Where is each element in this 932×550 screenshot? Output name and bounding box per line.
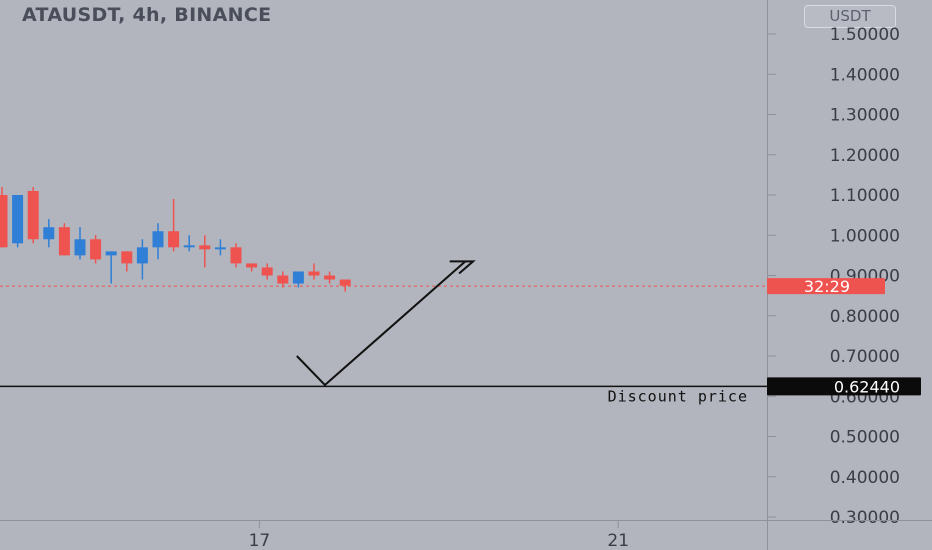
candle-body: [199, 245, 211, 250]
price-tick-label: 1.40000: [830, 65, 900, 85]
candle-body: [230, 247, 242, 264]
chart-title: ATAUSDT, 4h, BINANCE: [22, 4, 272, 26]
arrow-head: [449, 260, 476, 275]
candle: [277, 271, 289, 288]
candle: [339, 279, 351, 292]
price-tick: 0.50000: [767, 428, 900, 448]
projection-path[interactable]: [296, 260, 466, 387]
candle-body: [339, 279, 351, 286]
price-tick-label: 0.40000: [830, 468, 900, 488]
candle-body: [292, 271, 304, 284]
candle: [261, 263, 273, 280]
price-tick-label: 0.70000: [830, 347, 900, 367]
candle: [292, 271, 304, 288]
candle: [246, 263, 258, 272]
price-tick-label: 0.50000: [830, 428, 900, 448]
price-tick-label: 1.20000: [830, 146, 900, 166]
candle: [105, 251, 117, 284]
candle-body: [246, 263, 258, 268]
countdown-label: 32:29: [804, 277, 850, 296]
candle: [168, 199, 180, 252]
time-ticks: 141721: [249, 520, 629, 550]
candle-body: [277, 275, 289, 284]
candle: [27, 186, 39, 244]
price-axis[interactable]: 1.50000 1.40000 1.30000 1.20000 1.10000 1.000…: [767, 0, 900, 550]
price-tick-label: 0.80000: [830, 307, 900, 327]
price-tick-label: 1.00000: [830, 226, 900, 246]
price-tick-label: 0.30000: [830, 508, 900, 528]
time-tick-label: 17: [249, 531, 271, 550]
price-tick-label: 1.30000: [830, 106, 900, 126]
candle-body: [152, 231, 164, 248]
candle: [324, 271, 336, 284]
candle: [121, 251, 133, 272]
price-tick-label: 1.10000: [830, 186, 900, 206]
candle-body: [136, 247, 148, 264]
candle-body: [27, 190, 39, 240]
price-tick: 1.20000: [767, 146, 900, 166]
candle: [12, 195, 24, 248]
price-tick: 1.40000: [767, 65, 900, 85]
price-tick: 1.00000: [767, 226, 900, 246]
candle-body: [90, 239, 102, 260]
candle: [136, 239, 148, 280]
candle: [90, 235, 102, 264]
candle-body: [324, 275, 336, 280]
candle-body: [261, 267, 273, 276]
price-tick: 1.30000: [767, 106, 900, 126]
time-tick: 17: [249, 520, 271, 550]
candle-body: [58, 227, 70, 256]
price-tick: 1.50000: [767, 25, 900, 45]
price-ticks: 1.50000 1.40000 1.30000 1.20000 1.10000 1.000…: [767, 25, 900, 528]
price-tick: 0.30000: [767, 508, 900, 528]
currency-button[interactable]: USDT: [804, 5, 896, 28]
candle-body: [105, 251, 117, 256]
candle-body: [12, 195, 24, 244]
candle-body: [168, 231, 180, 248]
candle: [43, 219, 55, 248]
price-tick: 1.10000: [767, 186, 900, 206]
price-tick-label: 1.50000: [830, 25, 900, 45]
candle: [152, 223, 164, 260]
price-tick: 0.40000: [767, 468, 900, 488]
time-tick-label: 21: [607, 531, 629, 550]
candle: [230, 243, 242, 268]
candle-body: [0, 195, 8, 248]
candle-body: [121, 251, 133, 264]
price-tick: 0.80000: [767, 307, 900, 327]
candles-layer: [0, 186, 351, 292]
candle: [74, 227, 86, 260]
current-price-tag: 32:29: [767, 277, 885, 296]
candle-body: [74, 239, 86, 256]
candle-body: [183, 245, 195, 248]
time-axis[interactable]: 141721: [0, 520, 932, 550]
price-tick: 0.70000: [767, 347, 900, 367]
candle: [58, 223, 70, 256]
candle: [183, 235, 195, 252]
discount-price-annotation: Discount price: [608, 387, 748, 405]
time-tick: 21: [607, 520, 629, 550]
candle-body: [214, 247, 226, 250]
candle-body: [308, 271, 320, 276]
discount-level-tag: 0.62440: [767, 377, 921, 396]
candle: [308, 263, 320, 280]
candle: [199, 235, 211, 268]
candle: [0, 186, 8, 248]
candle: [214, 239, 226, 256]
discount-level-label: 0.62440: [834, 377, 900, 396]
candle-body: [43, 227, 55, 240]
